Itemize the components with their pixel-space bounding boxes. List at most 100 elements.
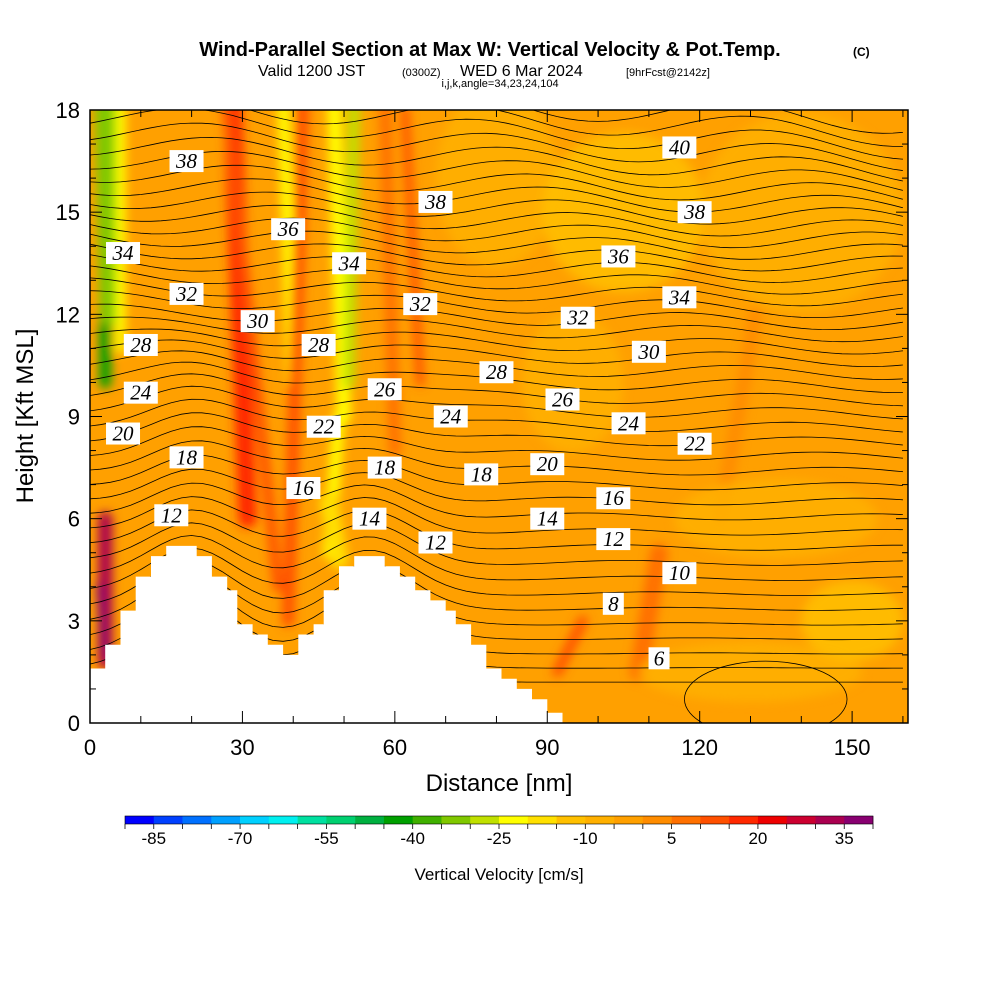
colorbar-swatch [700, 816, 730, 824]
contour-label-box [433, 405, 468, 428]
y-tick-label: 12 [56, 302, 80, 327]
x-axis-label: Distance [nm] [426, 770, 573, 797]
contour-label-box [106, 422, 141, 445]
theta-contour [90, 535, 903, 581]
contour-label-box [169, 150, 204, 173]
colorbar-tick-label: -40 [400, 829, 425, 848]
contour-label-text: 30 [246, 309, 269, 333]
contour-label-box [596, 487, 631, 510]
contour-label: 24 [611, 411, 646, 435]
colorbar-tick-label: -25 [487, 829, 512, 848]
velocity-patch [638, 641, 863, 702]
contour-label: 28 [479, 360, 514, 384]
contour-label-text: 8 [608, 592, 619, 616]
contour-label-text: 32 [566, 306, 589, 330]
contour-label: 10 [662, 561, 697, 585]
contour-label-text: 38 [683, 200, 706, 224]
colorbar-swatch [844, 816, 874, 824]
contour-label: 6 [648, 646, 670, 670]
colorbar-tick-label: -55 [314, 829, 339, 848]
contour-label-text: 34 [338, 251, 361, 275]
velocity-patch [699, 112, 903, 313]
theta-contour [90, 265, 903, 295]
contour-label: 38 [418, 190, 453, 214]
colorbar-swatch [470, 816, 500, 824]
x-tick-label: 60 [383, 735, 407, 760]
contour-label-text: 18 [176, 445, 198, 469]
contour-label: 16 [286, 476, 321, 500]
contour-label-text: 24 [130, 381, 152, 405]
contour-label-text: 12 [161, 503, 183, 527]
colorbar-swatch [326, 816, 356, 824]
contour-label: 20 [106, 422, 141, 446]
colorbar-swatch [153, 816, 183, 824]
velocity-patch [542, 132, 705, 293]
contour-label-box [479, 361, 514, 384]
colorbar-swatch [585, 816, 615, 824]
contour-label: 40 [662, 135, 697, 159]
y-tick-label: 3 [68, 609, 80, 634]
contour-label: 30 [631, 340, 666, 364]
contour-label-box [418, 190, 453, 213]
contour-label: 38 [677, 200, 712, 224]
valid-prefix: Valid 1200 JST [258, 63, 366, 80]
colorbar-swatch [614, 816, 644, 824]
contour-label-text: 6 [654, 646, 665, 670]
contour-label-text: 34 [668, 285, 691, 309]
contour-label-text: 22 [313, 415, 335, 439]
colorbar-swatch [729, 816, 759, 824]
x-tick-label: 0 [84, 735, 96, 760]
contour-label: 14 [530, 507, 565, 531]
potential-temperature-contours [90, 110, 904, 723]
contour-label-box [169, 446, 204, 469]
velocity-field [94, 110, 903, 702]
contour-label-text: 28 [308, 333, 330, 357]
contour-label-text: 32 [175, 282, 198, 306]
contour-label: 32 [560, 306, 595, 330]
colorbar-swatch [182, 816, 212, 824]
theta-contour [248, 110, 903, 147]
contour-label-box [403, 293, 438, 316]
contour-label-box [123, 333, 158, 356]
contour-label-text: 32 [409, 292, 432, 316]
theta-contour [90, 191, 903, 225]
theta-contour [90, 328, 903, 355]
colorbar-tick-label: 5 [667, 829, 676, 848]
contour-label-text: 38 [175, 149, 198, 173]
contour-label: 22 [306, 415, 341, 439]
theta-contour [90, 164, 904, 201]
contour-label: 34 [662, 285, 697, 309]
contour-label-box [631, 340, 666, 363]
contour-label-box [169, 282, 204, 305]
theta-contour [90, 136, 903, 182]
colorbar-swatch [412, 816, 442, 824]
contour-label-text: 18 [374, 456, 396, 480]
velocity-streak [222, 110, 283, 592]
contour-label: 22 [677, 432, 712, 456]
contour-label-box [301, 333, 336, 356]
contour-label: 12 [418, 531, 453, 555]
contour-label-box [560, 306, 595, 329]
theta-contour [90, 178, 903, 213]
contour-label-box [332, 252, 367, 275]
contour-label-box [648, 647, 670, 670]
valid-utc: (0300Z) [402, 67, 441, 79]
contour-label-box [464, 463, 499, 486]
contour-label: 34 [332, 251, 367, 275]
contour-label-box [601, 245, 636, 268]
theta-contour [90, 217, 903, 249]
contour-label-box [306, 415, 341, 438]
velocity-streak [343, 110, 360, 389]
contour-label-box [530, 507, 565, 530]
grid-indices: i,j,k,angle=34,23,24,104 [441, 78, 558, 90]
contour-labels: 38 34 36 34 38 40 38 36 34 32 30 32 32 30 28 28 28 26 26 24… [106, 135, 712, 670]
contour-label: 38 [169, 149, 204, 173]
contour-label-text: 28 [486, 360, 508, 384]
colorbar-swatch [527, 816, 557, 824]
theta-contour [90, 110, 903, 160]
x-tick-label: 150 [834, 735, 871, 760]
contour-label: 18 [169, 445, 204, 469]
theta-contour [90, 385, 903, 420]
y-tick-label: 15 [56, 200, 80, 225]
